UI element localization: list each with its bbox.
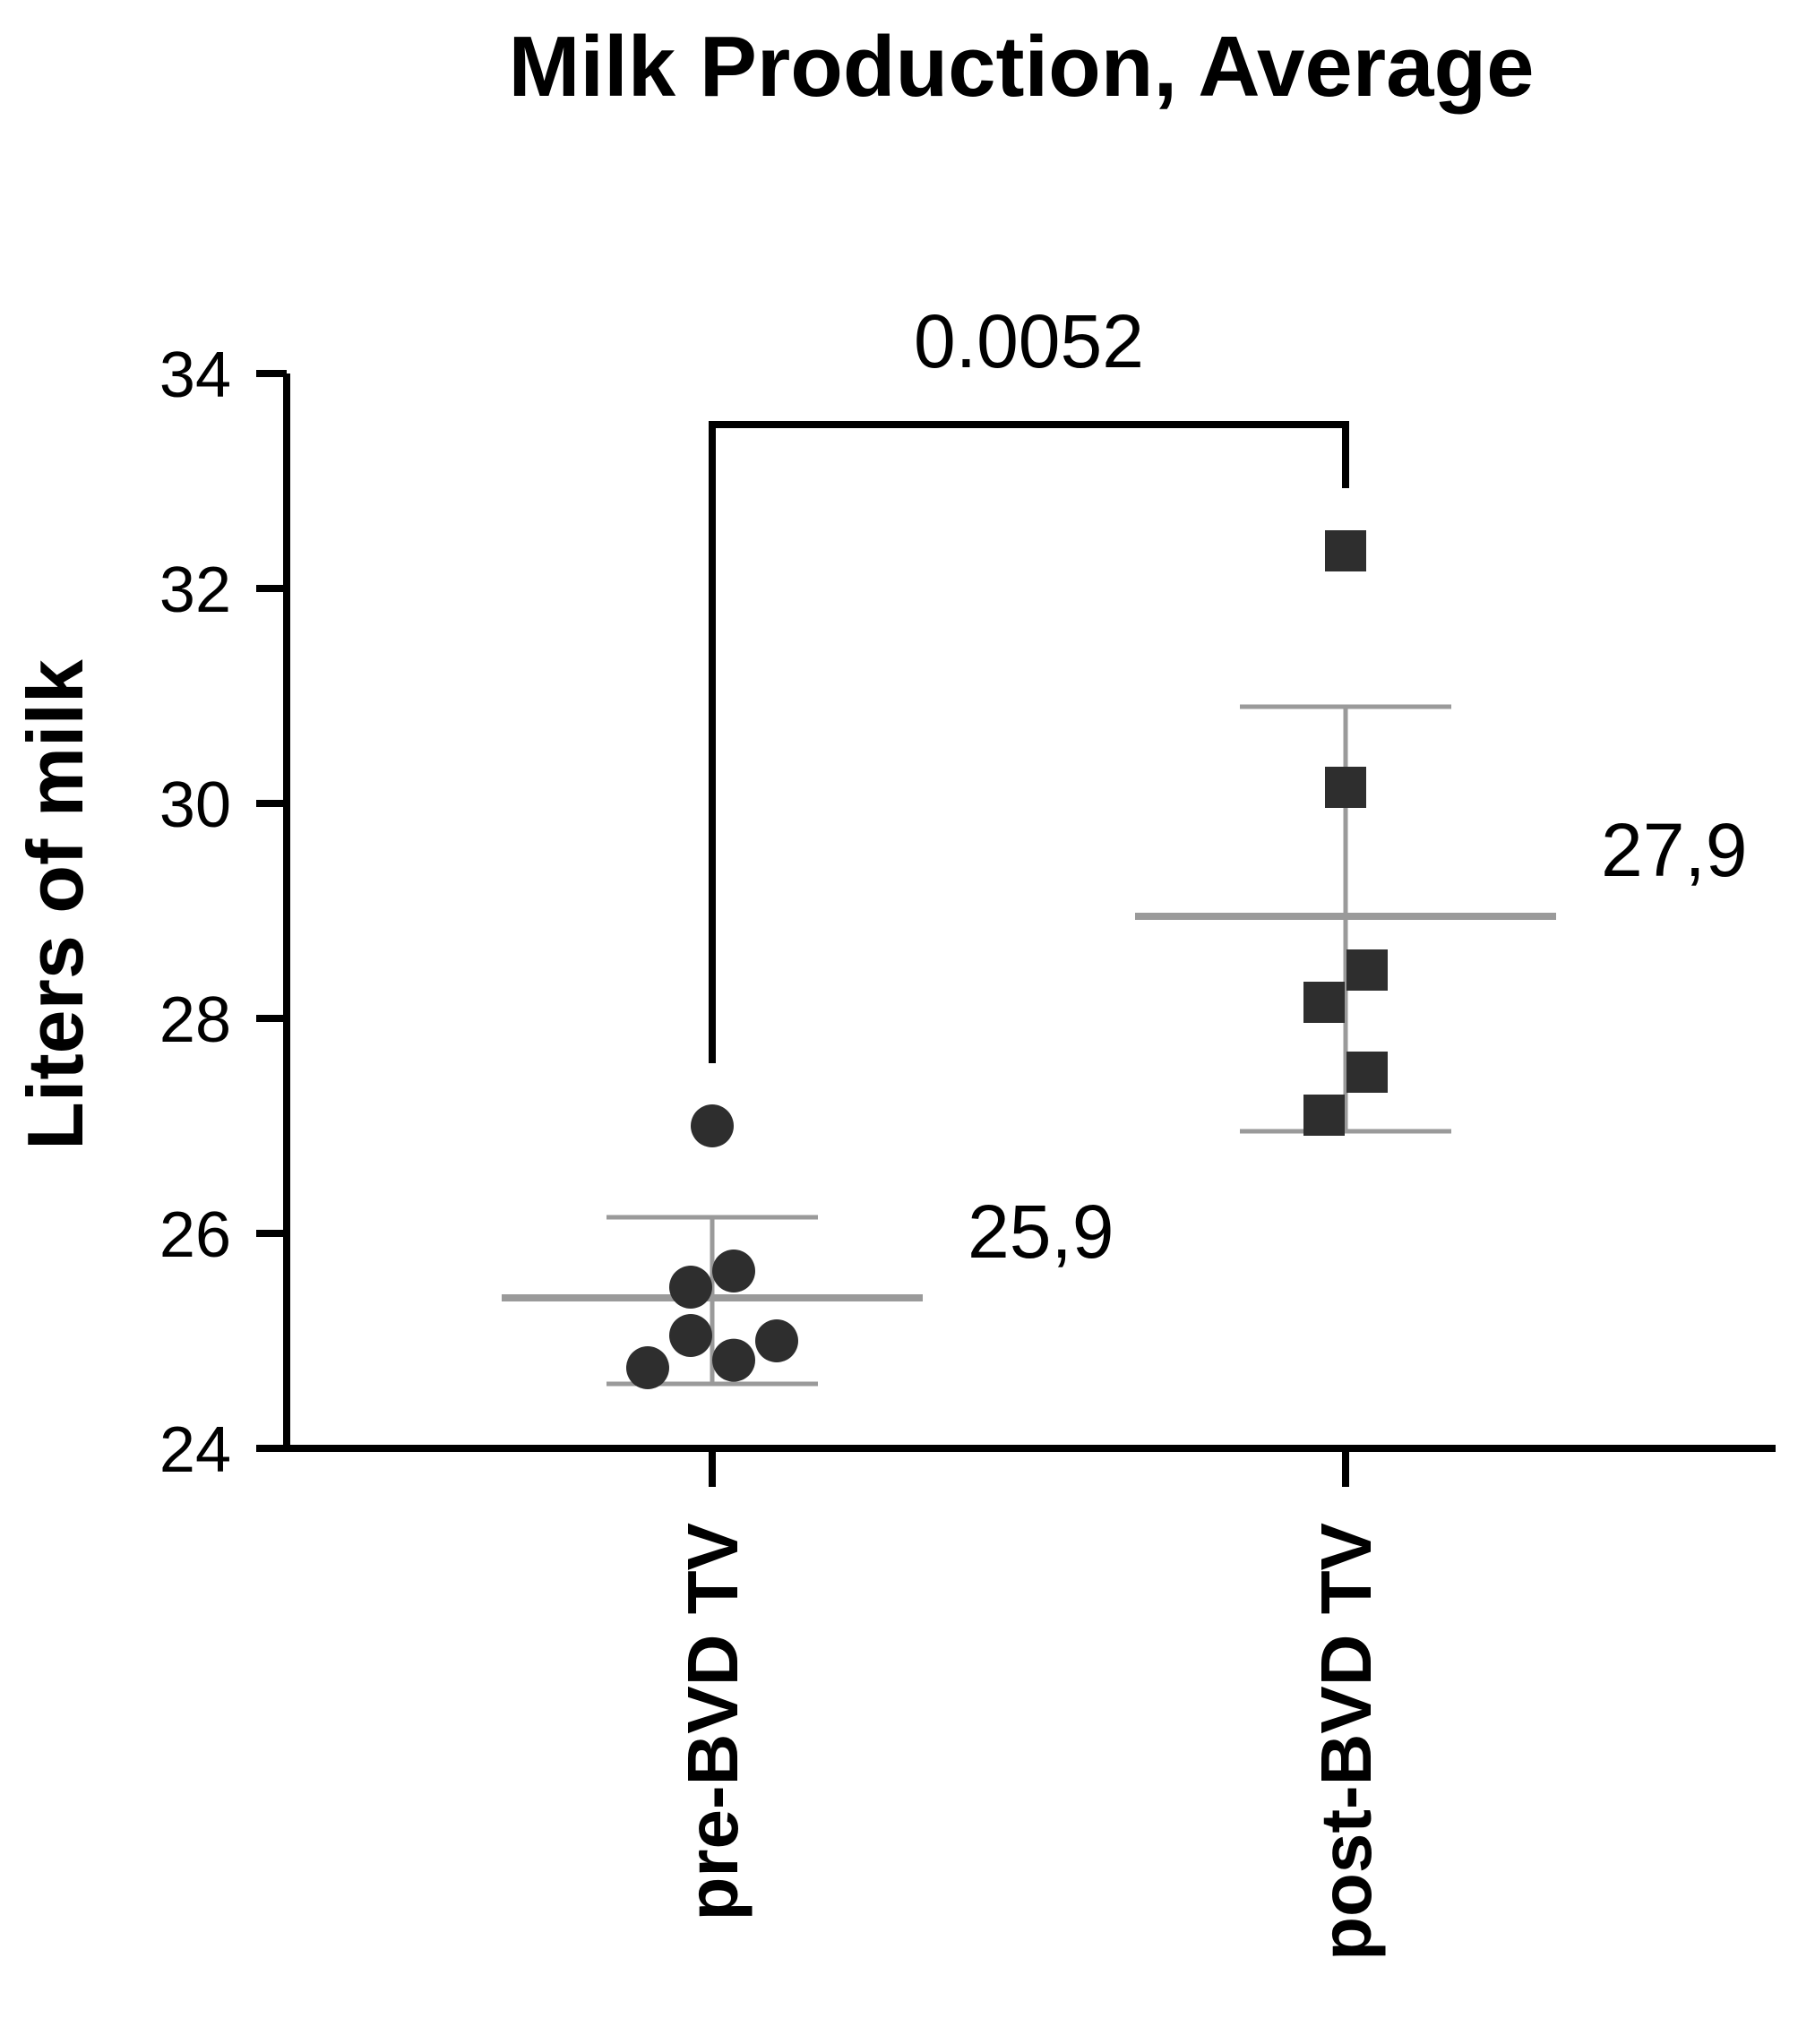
mean-value-label: 25,9 xyxy=(968,1189,1114,1274)
data-point-circle xyxy=(669,1266,712,1309)
data-point-square xyxy=(1325,767,1366,808)
x-ticks: pre-BVD TV post-BVD TV xyxy=(673,1448,1386,1961)
y-tick-label: 26 xyxy=(159,1199,231,1271)
data-point-circle xyxy=(626,1346,669,1389)
chart-title: Milk Production, Average xyxy=(508,19,1534,115)
y-ticks: 24 26 28 30 32 34 xyxy=(159,339,287,1486)
data-point-circle xyxy=(712,1250,755,1293)
significance-label: 0.0052 xyxy=(914,299,1144,383)
y-tick-label: 24 xyxy=(159,1414,231,1486)
significance-bracket: 0.0052 xyxy=(709,299,1349,1063)
data-point-square xyxy=(1303,1095,1345,1136)
x-tick-label: post-BVD TV xyxy=(1306,1523,1386,1961)
data-point-square xyxy=(1325,530,1366,571)
data-point-circle xyxy=(712,1338,755,1382)
y-tick-label: 34 xyxy=(159,339,231,411)
data-point-square xyxy=(1346,949,1388,991)
data-point-square xyxy=(1303,982,1345,1023)
mean-labels: 25,9 27,9 xyxy=(968,808,1748,1274)
y-axis-label: Liters of milk xyxy=(11,658,99,1150)
y-tick-label: 30 xyxy=(159,769,231,841)
data-point-circle xyxy=(669,1314,712,1357)
y-tick-label: 32 xyxy=(159,554,231,626)
error-bars xyxy=(502,704,1556,1387)
data-point-circle xyxy=(755,1319,798,1362)
data-point-circle xyxy=(691,1104,734,1147)
significance-bracket-line xyxy=(709,421,1349,1063)
data-point-square xyxy=(1346,1052,1388,1093)
y-tick-label: 28 xyxy=(159,984,231,1056)
x-tick-label: pre-BVD TV xyxy=(673,1523,753,1921)
data-points xyxy=(626,530,1388,1389)
mean-value-label: 27,9 xyxy=(1601,808,1748,892)
